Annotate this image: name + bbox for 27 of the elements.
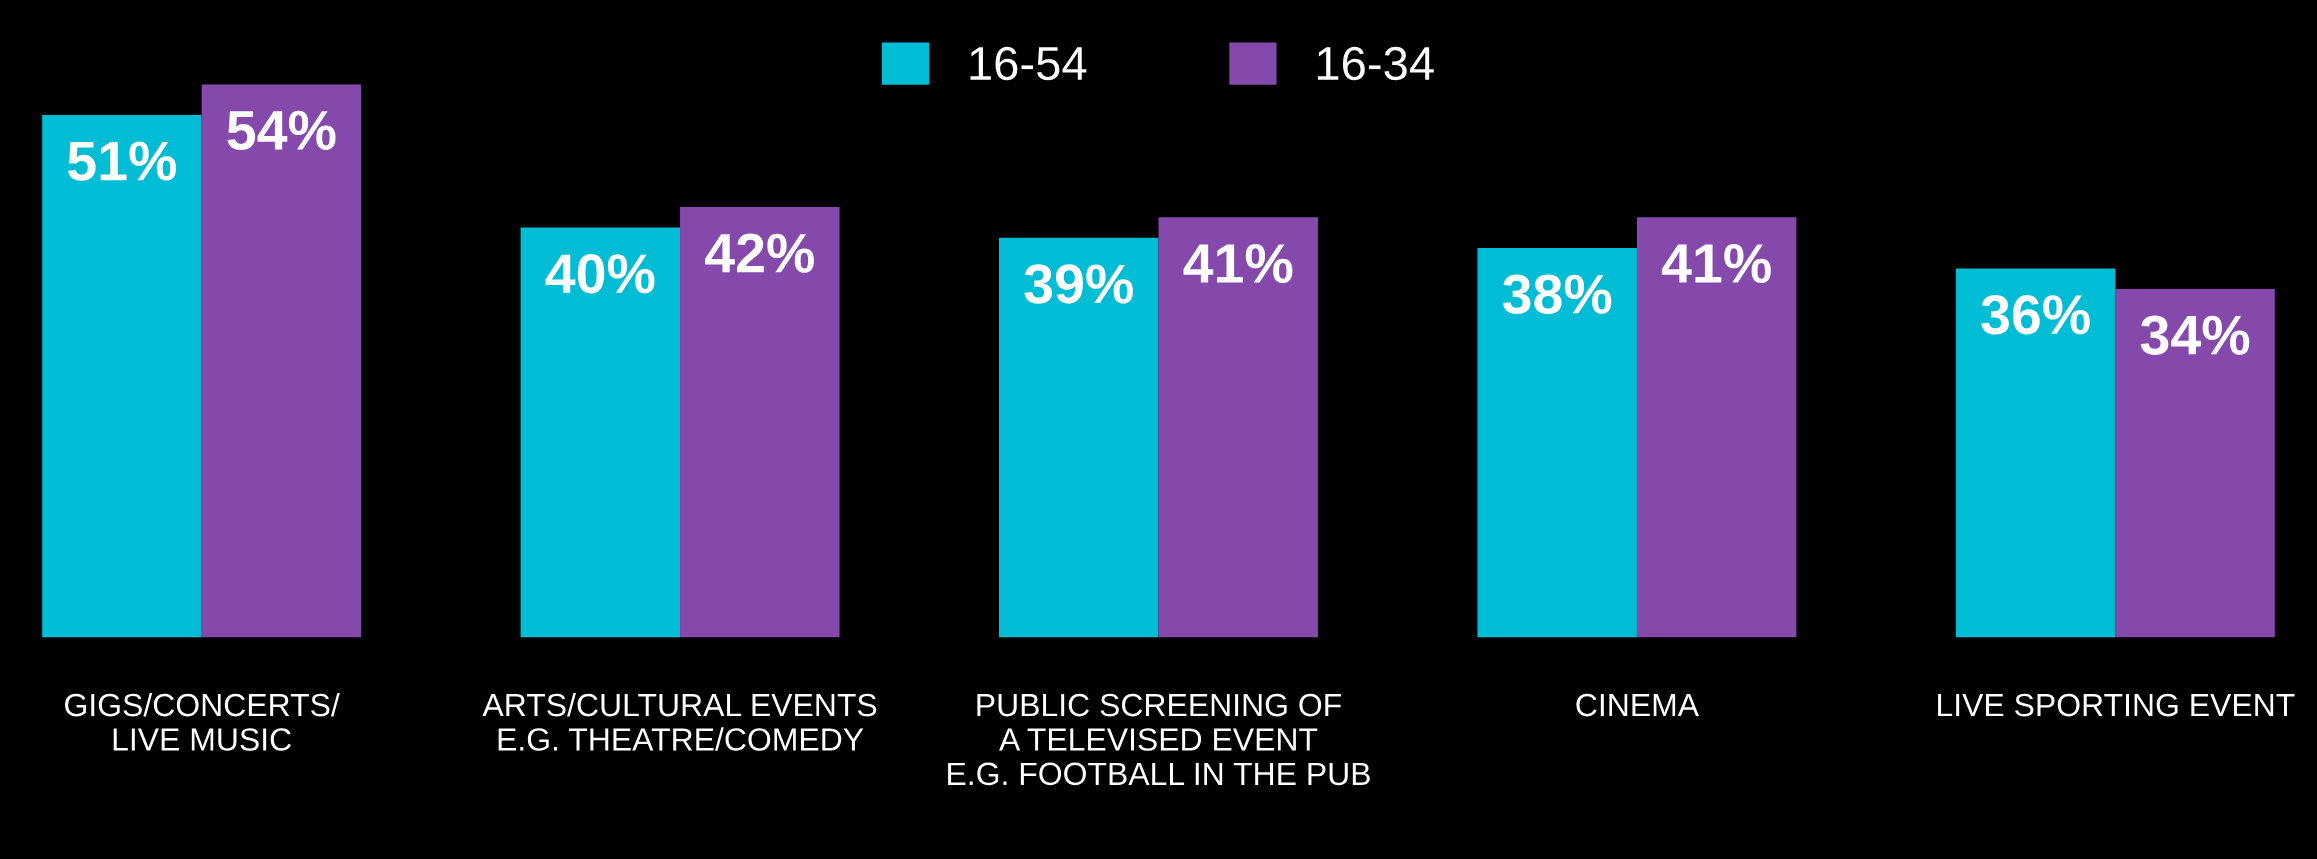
data-label: 40%: [545, 254, 655, 294]
data-label: 42%: [705, 233, 814, 273]
bar: [1477, 248, 1637, 638]
x-tick-label: CINEMA: [1576, 693, 1699, 717]
legend-label: 16-54: [970, 46, 1087, 81]
x-tick-label: PUBLIC SCREENING OF A TELEVISED EVENT E.G. FOOTBALL IN THE PUB: [948, 693, 1370, 786]
data-label: 54%: [227, 110, 336, 150]
x-tick-label: LIVE SPORTING EVENT: [1938, 693, 2295, 717]
x-tick-label: GIGS/CONCERTS/ LIVE MUSIC: [65, 692, 340, 751]
bar: [42, 114, 202, 638]
data-label: 41%: [1183, 243, 1293, 284]
data-label: 38%: [1502, 274, 1612, 314]
data-label: 39%: [1024, 264, 1133, 304]
data-label: 34%: [2140, 315, 2250, 355]
bar: [2115, 289, 2275, 638]
bar: [520, 227, 681, 638]
data-label: 36%: [1981, 295, 2090, 335]
legend-label: 16-34: [1317, 46, 1434, 81]
bar: [201, 84, 362, 638]
bar: [1158, 217, 1318, 638]
bar: [680, 207, 840, 638]
bar: [1636, 217, 1797, 638]
bar: [999, 237, 1159, 638]
data-label: 41%: [1661, 243, 1771, 284]
bar: [1955, 268, 2116, 638]
data-label: 51%: [68, 141, 177, 181]
x-tick-label: ARTS/CULTURAL EVENTS E.G. THEATRE/COMEDY: [482, 692, 877, 751]
